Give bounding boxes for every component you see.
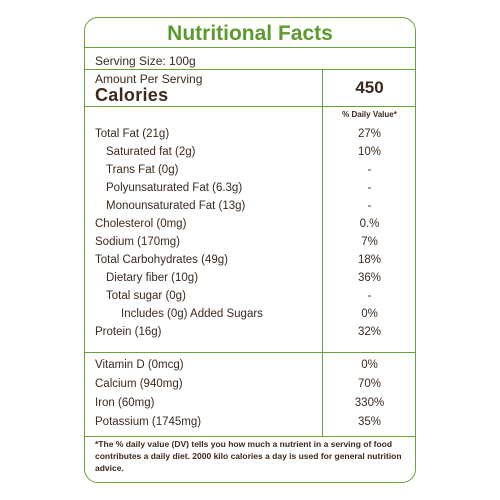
- nutrient-dv: 36%: [357, 272, 382, 284]
- nutrient-dv: 0.%: [359, 218, 380, 230]
- nutrient-name: Saturated fat (2g): [106, 146, 196, 158]
- nutrient-dv: -: [367, 200, 372, 212]
- nutrient-row: Total Carbohydrates (49g) 18%: [85, 251, 415, 269]
- nutrient-dv: -: [367, 182, 372, 194]
- nutrient-name: Protein (16g): [95, 326, 162, 338]
- vitamin-dv: 35%: [357, 416, 382, 428]
- column-divider-vitamins: [322, 352, 323, 436]
- nutrient-row: Cholesterol (0mg) 0.%: [85, 215, 415, 233]
- nutrient-row: Trans Fat (0g) -: [85, 161, 415, 179]
- serving-size: Serving Size: 100g: [95, 54, 196, 68]
- vitamin-dv: 70%: [357, 378, 382, 390]
- divider-calories: [85, 106, 415, 107]
- vitamin-name: Vitamin D (0mcg): [95, 359, 184, 371]
- vitamin-row: Iron (60mg) 330%: [85, 394, 415, 412]
- vitamin-row: Calcium (940mg) 70%: [85, 375, 415, 393]
- nutrient-name: Total sugar (0g): [106, 290, 186, 302]
- nutrient-name: Cholesterol (0mg): [95, 218, 187, 230]
- vitamin-dv: 0%: [361, 359, 378, 371]
- vitamin-row: Potassium (1745mg) 35%: [85, 413, 415, 431]
- column-divider-main: [322, 69, 323, 352]
- nutrient-dv: 10%: [357, 146, 382, 158]
- nutrient-dv: 7%: [361, 236, 378, 248]
- nutrient-dv: 18%: [357, 254, 382, 266]
- divider-vitamins: [85, 352, 415, 353]
- vitamin-name: Iron (60mg): [95, 397, 155, 409]
- divider-title: [85, 47, 415, 48]
- nutrient-row: Sodium (170mg) 7%: [85, 233, 415, 251]
- nutrient-row: Total sugar (0g) -: [85, 287, 415, 305]
- nutrition-label: Nutritional Facts Serving Size: 100g Amo…: [84, 17, 416, 483]
- calories-label: Calories: [95, 85, 169, 105]
- amount-per-serving: Amount Per Serving: [95, 72, 203, 86]
- nutrient-row: Monounsaturated Fat (13g) -: [85, 197, 415, 215]
- nutrient-row: Polyunsaturated Fat (6.3g) -: [85, 179, 415, 197]
- nutrient-dv: 32%: [357, 326, 382, 338]
- vitamin-name: Calcium (940mg): [95, 378, 183, 390]
- nutrient-dv: 27%: [357, 128, 382, 140]
- label-title: Nutritional Facts: [167, 22, 333, 45]
- nutrient-row: Protein (16g) 32%: [85, 323, 415, 341]
- nutrient-row: Dietary fiber (10g) 36%: [85, 269, 415, 287]
- vitamin-dv: 330%: [354, 397, 385, 409]
- nutrient-name: Trans Fat (0g): [106, 164, 179, 176]
- nutrient-dv: -: [367, 290, 372, 302]
- nutrient-name: Sodium (170mg): [95, 236, 181, 248]
- calories-value: 450: [355, 78, 384, 97]
- nutrient-row: Saturated fat (2g) 10%: [85, 143, 415, 161]
- vitamin-name: Potassium (1745mg): [95, 416, 202, 428]
- daily-value-footnote: *The % daily value (DV) tells you how mu…: [95, 439, 402, 473]
- nutrient-name: Total Carbohydrates (49g): [95, 254, 228, 266]
- divider-footnote: [85, 436, 415, 437]
- nutrient-name: Monounsaturated Fat (13g): [106, 200, 246, 212]
- nutrient-row: Includes (0g) Added Sugars 0%: [85, 305, 415, 323]
- divider-serving: [85, 69, 415, 70]
- vitamin-row: Vitamin D (0mcg) 0%: [85, 356, 415, 374]
- nutrient-name: Dietary fiber (10g): [106, 272, 199, 284]
- nutrient-dv: -: [367, 164, 372, 176]
- nutrient-name: Polyunsaturated Fat (6.3g): [106, 182, 243, 194]
- nutrient-name: Total Fat (21g): [95, 128, 170, 140]
- nutrient-row: Total Fat (21g) 27%: [85, 125, 415, 143]
- nutrient-dv: 0%: [361, 308, 378, 320]
- nutrient-name: Includes (0g) Added Sugars: [121, 308, 263, 320]
- daily-value-header: % Daily Value*: [342, 110, 397, 119]
